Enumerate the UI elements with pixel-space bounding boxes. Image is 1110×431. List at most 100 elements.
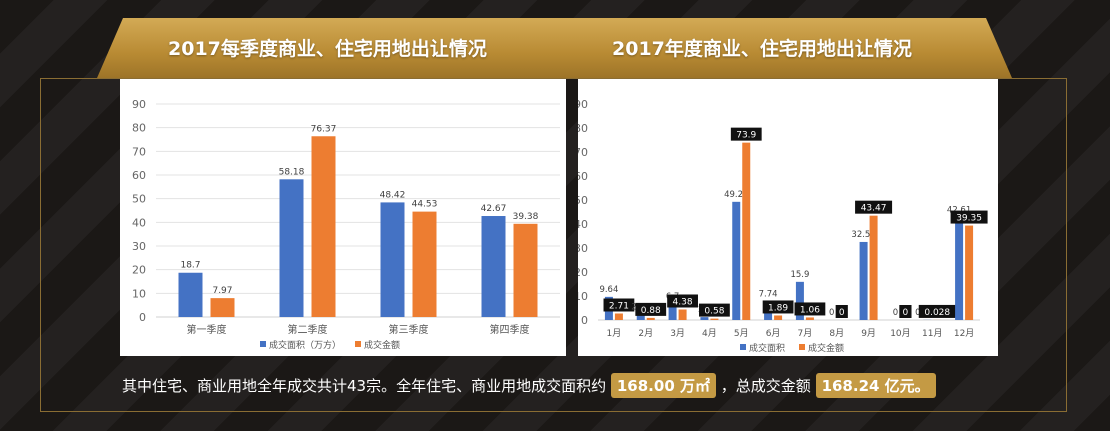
data-label-box — [699, 303, 730, 317]
data-label: 18.7 — [180, 261, 200, 271]
y-tick-label: 70 — [132, 145, 146, 158]
y-tick-label: 60 — [578, 170, 588, 183]
bar — [710, 318, 719, 320]
data-label: 7.97 — [212, 286, 232, 296]
x-category-label: 10月 — [890, 328, 910, 339]
data-label: 42.67 — [481, 204, 507, 214]
data-label: 43.47 — [861, 204, 887, 214]
bar — [513, 223, 538, 317]
x-category-label: 8月 — [829, 328, 844, 339]
bar — [869, 215, 878, 320]
x-category-label: 3月 — [670, 328, 685, 339]
legend-label: 成交金额 — [808, 342, 844, 354]
bar — [742, 142, 751, 320]
bar — [795, 281, 804, 320]
bar — [678, 309, 687, 320]
y-tick-label: 60 — [132, 169, 146, 182]
monthly-bar-chart: 01020304050607080901月9.642.712月2.360.883… — [578, 98, 988, 354]
x-category-label: 9月 — [861, 328, 876, 339]
y-tick-label: 10 — [578, 290, 588, 303]
x-category-label: 5月 — [734, 328, 749, 339]
y-tick-label: 50 — [578, 194, 588, 207]
legend-label: 成交面积（万方） — [269, 339, 341, 351]
x-category-label: 12月 — [954, 328, 974, 339]
summary-text: 其中住宅、商业用地全年成交共计43宗。全年住宅、商业用地成交面积约 168.00… — [122, 373, 936, 398]
y-tick-label: 20 — [132, 264, 146, 277]
bar — [732, 201, 741, 320]
bar — [178, 272, 203, 317]
bar — [774, 315, 783, 320]
y-tick-label: 80 — [578, 122, 588, 135]
x-category-label: 7月 — [798, 328, 813, 339]
data-label: 0 — [839, 308, 845, 318]
y-tick-label: 20 — [578, 266, 588, 279]
legend-swatch — [740, 344, 746, 350]
data-label: 0 — [829, 308, 834, 318]
y-tick-label: 30 — [132, 240, 146, 253]
quarterly-bar-chart: 0 10 20 30 40 50 60 70 80 90 第一季度 18.7 7.97 第二季度 58.18… — [132, 98, 560, 351]
x-category-label: 第三季度 — [389, 323, 429, 336]
data-label: 1.06 — [800, 305, 820, 315]
data-label: 58.18 — [279, 167, 305, 177]
y-tick-label: 0 — [581, 314, 588, 327]
bar — [636, 314, 645, 320]
data-label: 0 — [903, 308, 909, 318]
bar — [311, 136, 336, 317]
y-tick-label: 50 — [132, 193, 146, 206]
x-category-label: 11月 — [922, 328, 942, 339]
data-label-box — [762, 300, 794, 314]
summary-prefix: 其中住宅、商业用地全年成交共计43宗。全年住宅、商业用地成交面积约 — [122, 377, 607, 395]
x-category-label: 1月 — [607, 328, 622, 339]
y-tick-label: 40 — [132, 216, 146, 229]
x-category-label: 2月 — [638, 328, 653, 339]
legend-swatch — [260, 341, 266, 347]
legend-label: 成交金额 — [364, 339, 400, 351]
bar — [646, 317, 655, 320]
bar — [805, 317, 814, 320]
x-category-label: 4月 — [702, 328, 717, 339]
summary-middle: ，总成交金额 — [720, 377, 811, 395]
bar — [279, 179, 304, 317]
data-label-box — [918, 304, 956, 318]
x-category-label: 第二季度 — [288, 323, 328, 336]
bar — [614, 313, 623, 320]
legend-label: 成交面积 — [749, 342, 785, 354]
data-label-box — [667, 294, 698, 308]
data-label-box — [950, 210, 988, 224]
x-category-label: 第一季度 — [187, 323, 227, 336]
data-label-box — [794, 302, 826, 316]
data-label: 7.74 — [759, 289, 778, 299]
data-label: 44.53 — [412, 200, 438, 210]
data-label: 9.64 — [599, 285, 618, 295]
data-label: 15.9 — [790, 270, 809, 280]
data-label: 73.9 — [736, 131, 756, 141]
data-label: 49.24 — [724, 190, 748, 200]
y-tick-label: 80 — [132, 122, 146, 135]
content-frame — [40, 78, 1067, 412]
x-category-label: 第四季度 — [490, 323, 530, 336]
bar — [210, 298, 235, 317]
bar — [380, 202, 405, 317]
data-label: 48.42 — [380, 190, 406, 200]
bar — [965, 225, 974, 320]
data-label-box — [855, 200, 893, 214]
data-label: 32.52 — [851, 230, 875, 240]
y-tick-label: 70 — [578, 146, 588, 159]
data-label-box — [835, 305, 848, 318]
y-tick-label: 40 — [578, 218, 588, 231]
data-label: 1.89 — [768, 303, 788, 313]
data-label: 4.38 — [673, 297, 693, 307]
bar — [859, 241, 868, 320]
data-label-box — [603, 298, 635, 312]
x-category-label: 6月 — [766, 328, 781, 339]
legend-swatch — [799, 344, 805, 350]
y-tick-label: 30 — [578, 242, 588, 255]
data-label-box — [730, 127, 762, 141]
right-chart-title: 2017年度商业、住宅用地出让情况 — [612, 38, 912, 60]
legend-swatch — [355, 341, 361, 347]
data-label: 0 — [893, 308, 898, 318]
data-label: 2.71 — [609, 301, 629, 311]
y-tick-label: 90 — [132, 98, 146, 111]
data-label: 0.88 — [641, 306, 661, 316]
data-label: 76.37 — [311, 124, 337, 134]
